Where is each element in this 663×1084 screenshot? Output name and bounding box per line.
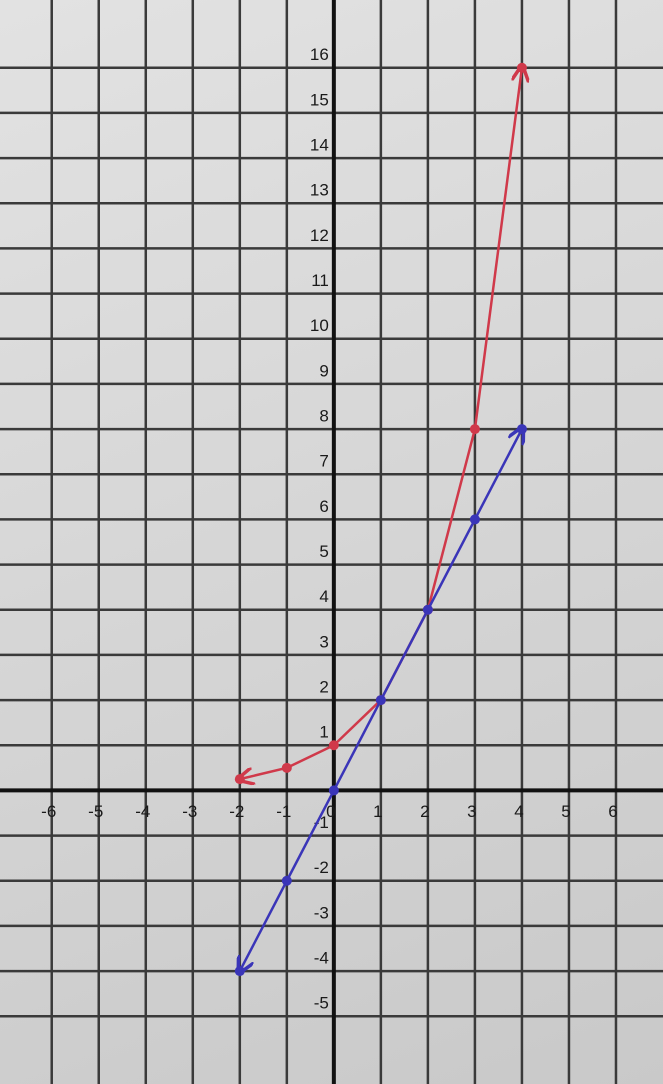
- data-point: [470, 514, 480, 524]
- x-tick-label: -1: [276, 802, 291, 821]
- y-tick-label: -5: [314, 994, 329, 1013]
- y-tick-label: 11: [311, 271, 329, 290]
- y-tick-label: 15: [310, 90, 329, 109]
- x-tick-label: -6: [41, 802, 56, 821]
- y-tick-label: 7: [319, 452, 328, 471]
- y-tick-label: 14: [310, 136, 329, 155]
- y-tick-label: 5: [319, 542, 328, 561]
- y-tick-label: 16: [310, 45, 329, 64]
- data-point: [376, 695, 386, 705]
- data-point: [517, 63, 527, 73]
- data-point: [282, 876, 292, 886]
- y-tick-label: -3: [314, 903, 329, 922]
- chart: -6-5-4-3-2-10123456-5-4-3-2-112345678910…: [0, 0, 663, 1084]
- data-point: [235, 774, 245, 784]
- y-tick-label: 3: [319, 632, 328, 651]
- x-tick-label: -2: [229, 802, 244, 821]
- x-tick-label: -5: [88, 802, 103, 821]
- data-point: [470, 424, 480, 434]
- data-point: [517, 424, 527, 434]
- x-tick-label: 1: [373, 802, 382, 821]
- y-tick-label: 6: [319, 497, 328, 516]
- data-point: [423, 605, 433, 615]
- data-point: [329, 740, 339, 750]
- y-tick-label: 9: [319, 361, 328, 380]
- y-tick-label: 1: [319, 723, 328, 742]
- x-tick-label: 6: [608, 802, 617, 821]
- x-tick-label: 5: [561, 802, 570, 821]
- x-tick-label: 4: [514, 802, 523, 821]
- y-tick-label: -4: [314, 949, 329, 968]
- y-tick-label: 13: [310, 181, 329, 200]
- y-tick-label: 12: [310, 226, 329, 245]
- x-tick-label: 2: [420, 802, 429, 821]
- y-tick-label: 4: [319, 587, 328, 606]
- x-tick-label: 3: [467, 802, 476, 821]
- y-tick-label: 8: [319, 407, 328, 426]
- data-point: [235, 966, 245, 976]
- y-tick-label: 2: [319, 678, 328, 697]
- data-point: [329, 785, 339, 795]
- data-point: [282, 763, 292, 773]
- x-tick-label: -3: [182, 802, 197, 821]
- y-tick-label: -2: [314, 858, 329, 877]
- y-tick-label: 10: [310, 316, 329, 335]
- page: -6-5-4-3-2-10123456-5-4-3-2-112345678910…: [0, 0, 663, 1084]
- x-tick-label: -4: [135, 802, 150, 821]
